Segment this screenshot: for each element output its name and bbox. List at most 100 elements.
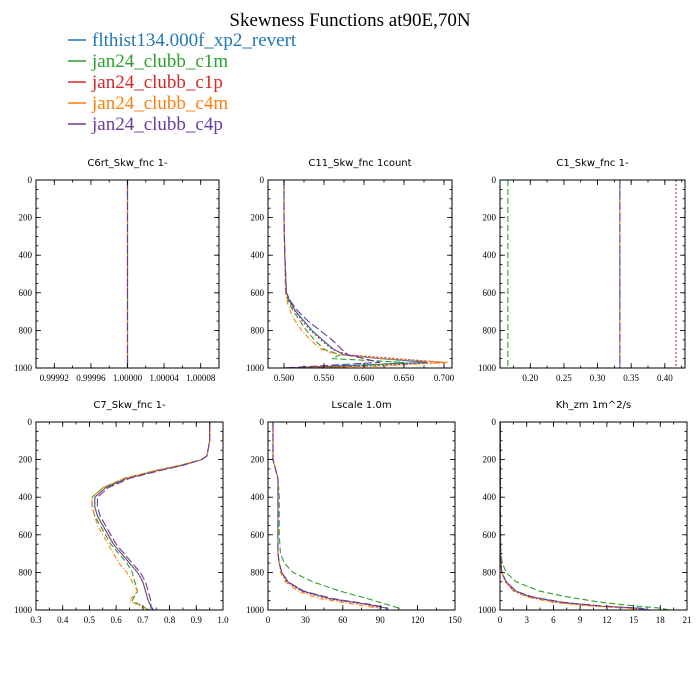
- legend-label: flthist134.000f_xp2_revert: [92, 30, 297, 51]
- x-tick-label: 0.9: [191, 615, 203, 625]
- x-tick-label: 0.650: [394, 373, 415, 383]
- y-tick-label: 1000: [14, 363, 33, 373]
- x-tick-label: 0.99996: [76, 373, 106, 383]
- x-tick-label: 0.99992: [40, 373, 69, 383]
- legend-label: jan24_clubb_c1p: [91, 72, 223, 93]
- y-tick-label: 600: [251, 288, 265, 298]
- x-tick-label: 0.25: [556, 373, 572, 383]
- y-tick-label: 400: [251, 250, 265, 260]
- y-tick-label: 0: [260, 417, 265, 427]
- panel-title: Lscale 1.0m: [331, 400, 391, 411]
- series-line-4: [91, 422, 211, 610]
- series-line-1: [283, 180, 429, 368]
- y-tick-label: 0: [28, 417, 33, 427]
- y-tick-label: 0: [492, 175, 497, 185]
- x-tick-label: 21: [683, 615, 692, 625]
- y-tick-label: 1000: [478, 605, 497, 615]
- x-tick-label: 6: [551, 615, 556, 625]
- figure-title: Skewness Functions at90E,70N: [229, 10, 470, 31]
- panel-3: C1_Skw_fnc 1- 0 200 400 600 800 1000 0.20 0.25 0.…: [478, 158, 686, 383]
- y-tick-label: 800: [251, 325, 265, 335]
- series-line-5: [500, 422, 650, 610]
- legend-label: jan24_clubb_c1m: [91, 51, 228, 72]
- panel-title: C11_Skw_fnc 1count: [308, 158, 411, 169]
- x-tick-label: 150: [448, 615, 462, 625]
- x-tick-label: 0.550: [314, 373, 335, 383]
- y-tick-label: 0: [260, 175, 265, 185]
- plot-frame: [35, 421, 224, 611]
- x-tick-label: 30: [301, 615, 311, 625]
- y-tick-label: 1000: [478, 363, 497, 373]
- x-tick-label: 0.3: [30, 615, 42, 625]
- x-tick-label: 60: [338, 615, 348, 625]
- plot-frame: [499, 179, 686, 369]
- legend-entry: jan24_clubb_c1p: [68, 72, 223, 93]
- series-line-3: [94, 422, 211, 610]
- x-tick-label: 0.7: [137, 615, 149, 625]
- x-tick-label: 1.0: [217, 615, 229, 625]
- y-tick-label: 200: [19, 213, 33, 223]
- panel-title: C1_Skw_fnc 1-: [556, 158, 629, 169]
- series-line-5: [283, 180, 381, 368]
- series-line-2: [91, 422, 211, 610]
- legend-entry: flthist134.000f_xp2_revert: [68, 30, 297, 51]
- y-tick-label: 1000: [246, 605, 265, 615]
- x-tick-label: 12: [602, 615, 611, 625]
- x-tick-label: 0.20: [522, 373, 538, 383]
- y-tick-label: 600: [251, 530, 265, 540]
- x-tick-label: 0.6: [111, 615, 123, 625]
- y-tick-label: 400: [19, 492, 33, 502]
- panel-title: C7_Skw_fnc 1-: [93, 400, 166, 411]
- x-tick-label: 18: [656, 615, 666, 625]
- panel-title: Kh_zm 1m^2/s: [556, 400, 632, 411]
- y-tick-label: 200: [251, 455, 265, 465]
- x-tick-label: 90: [376, 615, 386, 625]
- x-tick-label: 3: [524, 615, 529, 625]
- x-tick-label: 9: [578, 615, 583, 625]
- y-tick-label: 600: [19, 530, 33, 540]
- series-line-1: [272, 422, 387, 610]
- legend: flthist134.000f_xp2_revertjan24_clubb_c1…: [68, 30, 297, 135]
- x-tick-label: 0.8: [164, 615, 176, 625]
- plot-frame: [499, 421, 688, 611]
- y-tick-label: 400: [251, 492, 265, 502]
- x-tick-label: 15: [629, 615, 639, 625]
- series-line-4: [500, 422, 639, 610]
- legend-entry: jan24_clubb_c1m: [68, 51, 228, 72]
- y-tick-label: 200: [19, 455, 33, 465]
- x-tick-label: 0: [266, 615, 271, 625]
- y-tick-label: 800: [483, 325, 497, 335]
- y-tick-label: 200: [251, 213, 265, 223]
- y-tick-label: 1000: [246, 363, 265, 373]
- y-tick-label: 400: [483, 250, 497, 260]
- x-tick-label: 0.30: [590, 373, 606, 383]
- y-tick-label: 800: [19, 567, 33, 577]
- series-line-1: [500, 422, 648, 610]
- panel-2: C11_Skw_fnc 1count 0 200 400 600 800 1000 0.500…: [246, 158, 455, 383]
- x-tick-label: 120: [411, 615, 425, 625]
- panel-title: C6rt_Skw_fnc 1-: [87, 158, 168, 169]
- series-line-4: [283, 180, 449, 368]
- y-tick-label: 0: [28, 175, 33, 185]
- x-tick-label: 1.00008: [186, 373, 216, 383]
- legend-entry: jan24_clubb_c4m: [68, 93, 228, 114]
- y-tick-label: 1000: [14, 605, 33, 615]
- x-tick-label: 0.600: [354, 373, 375, 383]
- legend-label: jan24_clubb_c4p: [91, 114, 223, 135]
- series-line-5: [272, 422, 389, 610]
- y-tick-label: 600: [19, 288, 33, 298]
- y-tick-label: 800: [19, 325, 33, 335]
- series-line-3: [283, 180, 445, 368]
- y-tick-label: 800: [251, 567, 265, 577]
- y-tick-label: 400: [483, 492, 497, 502]
- legend-entry: jan24_clubb_c4p: [68, 114, 223, 135]
- x-tick-label: 0.700: [434, 373, 455, 383]
- series-line-2: [272, 422, 400, 610]
- plot-frame: [267, 179, 453, 369]
- plot-frame: [267, 421, 456, 611]
- x-tick-label: 1.00004: [149, 373, 179, 383]
